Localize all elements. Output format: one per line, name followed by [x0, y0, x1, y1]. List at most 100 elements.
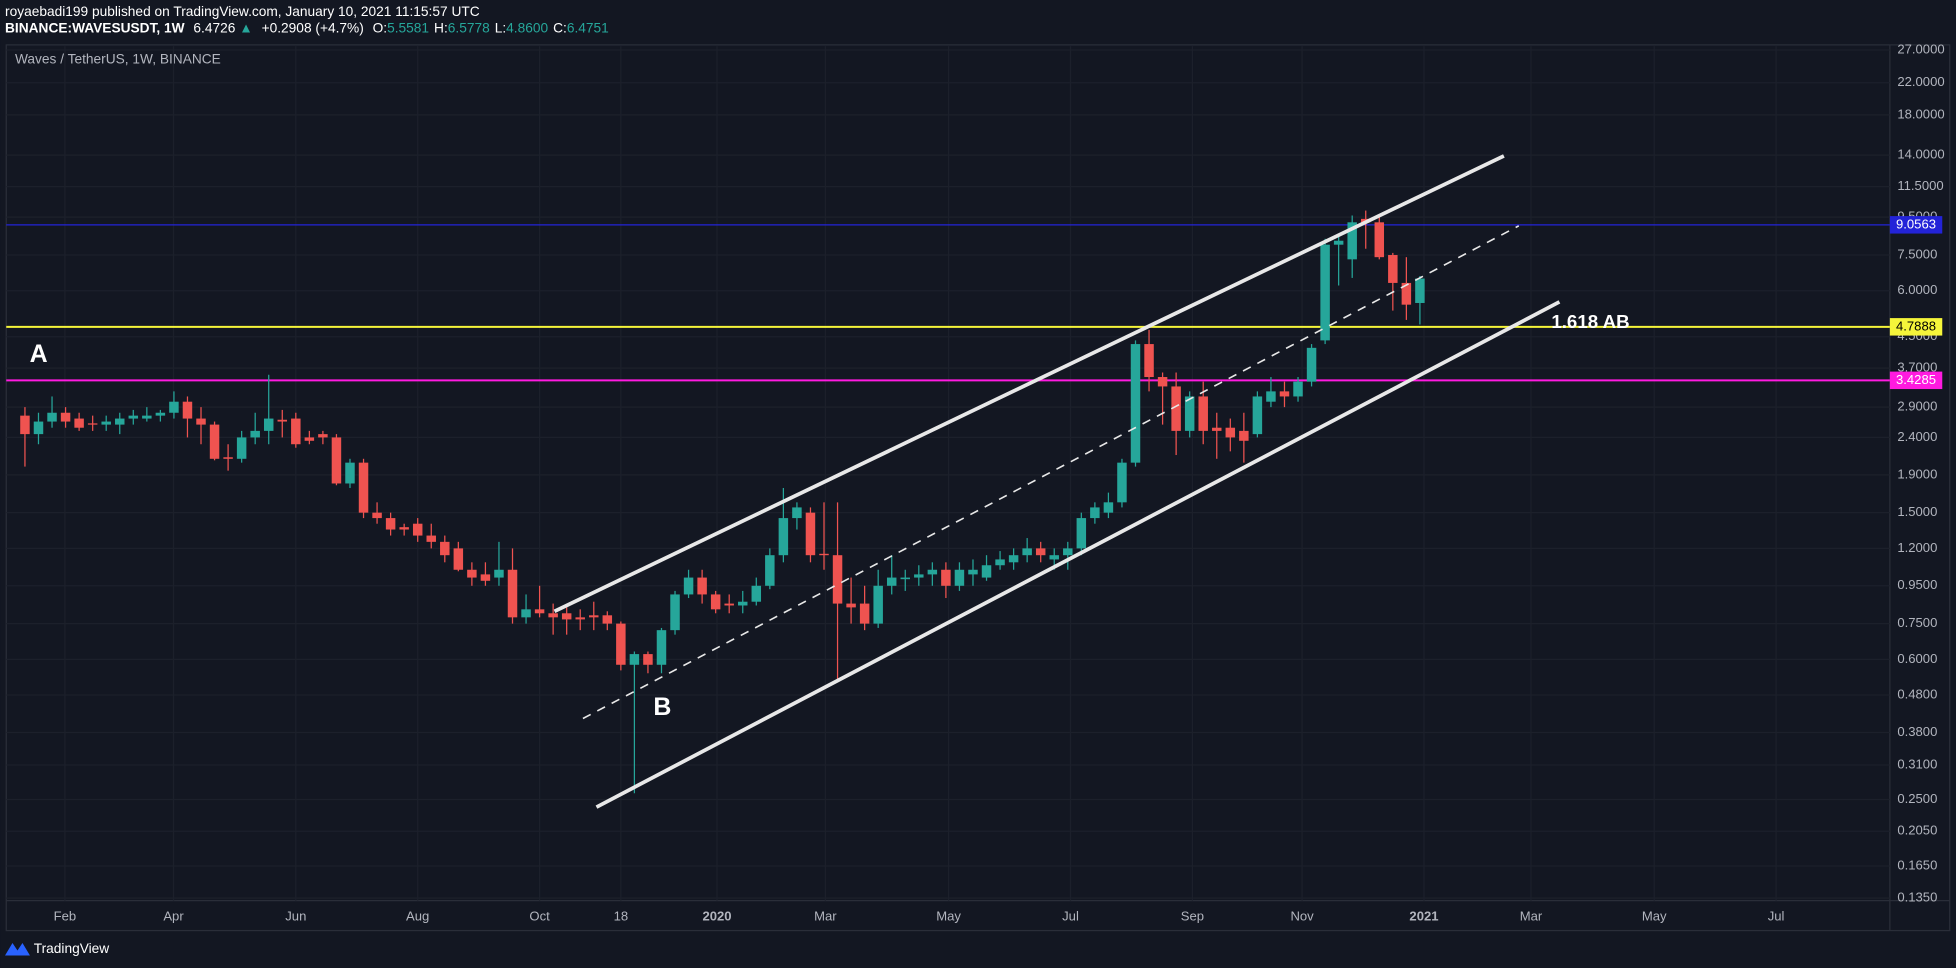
last-price: 6.4726 [193, 20, 235, 35]
publish-info: royaebadi199 published on TradingView.co… [5, 4, 480, 19]
candle-body [453, 548, 464, 570]
y-tick-label: 1.2000 [1897, 540, 1937, 555]
trend-line [553, 154, 1505, 613]
candle-body [1090, 507, 1100, 519]
candle-body [1171, 386, 1181, 431]
candle-body [101, 421, 111, 425]
x-tick-label: May [1642, 908, 1667, 923]
candle-body [751, 585, 762, 602]
candle-body [873, 585, 883, 624]
logo [5, 943, 30, 956]
ohlc-label: C: [553, 20, 567, 35]
candle-body [87, 423, 98, 425]
candle-body [832, 555, 843, 604]
y-tick-label: 3.7000 [1897, 360, 1937, 375]
candle-body [196, 418, 206, 425]
y-tick-label: 0.1650 [1897, 857, 1937, 872]
footer: TradingView [5, 941, 109, 956]
candle-body [277, 419, 288, 422]
chart-title: Waves / TetherUS, 1W, BINANCE [15, 52, 221, 67]
candle-body [683, 577, 694, 595]
y-tick-label: 0.9500 [1897, 577, 1937, 592]
trend-line [582, 225, 1520, 720]
candle-body [318, 434, 328, 438]
trend-line [595, 300, 1561, 809]
y-tick-label: 0.2500 [1897, 791, 1937, 806]
symbol-line: BINANCE:WAVESUSDT, 1W 6.4726 ▲ +0.2908 (… [5, 20, 609, 35]
candle-body [981, 565, 992, 578]
candle-body [521, 609, 531, 618]
candle-body [304, 437, 315, 441]
candle-body [765, 555, 775, 586]
candle-body [575, 617, 585, 620]
x-tick-label: 18 [614, 908, 629, 923]
ohlc-value: 5.5581 [387, 20, 429, 35]
candle-body [345, 462, 355, 484]
x-tick-label: Oct [529, 908, 550, 923]
y-tick-label: 7.5000 [1897, 246, 1937, 261]
candle-body [250, 430, 260, 438]
price-label-box [1889, 216, 1943, 234]
ohlc-label: O: [373, 20, 387, 35]
candle-body [142, 415, 152, 419]
candle-body [656, 630, 667, 665]
candle-body [440, 541, 450, 556]
annotation: B [653, 693, 671, 721]
candle-body [1415, 278, 1425, 303]
candle-body [507, 569, 518, 618]
y-tick-label: 2.4000 [1897, 429, 1937, 444]
price-label-box [1889, 318, 1943, 336]
candle-body [209, 424, 220, 459]
candle-body [1035, 548, 1046, 556]
candle-body [426, 535, 436, 542]
annotation: 1.618 AB [1551, 311, 1629, 332]
candle-body [643, 654, 653, 665]
price-label: 9.0563 [1896, 216, 1936, 231]
candle-body [1130, 344, 1141, 463]
candle-body [941, 569, 951, 586]
candle-body [467, 569, 477, 578]
candle-body [1320, 244, 1330, 341]
candle-body [236, 437, 247, 459]
candle-body [480, 574, 491, 581]
candle-body [954, 569, 965, 586]
candle-body [548, 613, 558, 618]
ohlc-label: L: [495, 20, 506, 35]
candle-body [372, 512, 382, 519]
candle-body [886, 577, 897, 586]
candle-body [819, 553, 829, 556]
candle-body [115, 418, 125, 425]
candle-body [1388, 255, 1398, 283]
change: +0.2908 (+4.7%) [262, 20, 364, 35]
candle-body [805, 512, 816, 556]
candle-body [74, 418, 84, 428]
candle-body [995, 559, 1005, 566]
x-tick-label: Sep [1181, 908, 1204, 923]
y-tick-label: 22.0000 [1897, 74, 1944, 89]
y-tick-label: 0.3800 [1897, 724, 1937, 739]
x-tick-label: Jul [1768, 908, 1785, 923]
candle-body [494, 569, 504, 578]
candle-body [1022, 548, 1032, 556]
candle-body [629, 654, 640, 665]
x-tick-label: Feb [54, 908, 77, 923]
candle-body [1333, 240, 1344, 245]
y-tick-label: 0.3100 [1897, 757, 1937, 772]
candle-body [589, 615, 599, 618]
y-tick-label: 2.9000 [1897, 399, 1937, 414]
candle-body [412, 523, 423, 536]
y-tick-label: 0.6000 [1897, 651, 1937, 666]
candle-body [399, 527, 409, 530]
candle-body [1063, 548, 1073, 556]
candle-body [1157, 377, 1168, 387]
y-tick-label: 1.5000 [1897, 504, 1937, 519]
candle-body [47, 412, 57, 422]
candle-body [1266, 391, 1276, 402]
ohlc-value: 6.4751 [567, 20, 609, 35]
candle-body [1103, 502, 1114, 513]
candle-body [1117, 462, 1127, 503]
y-tick-label: 0.7500 [1897, 615, 1937, 630]
brand: TradingView [34, 941, 110, 956]
